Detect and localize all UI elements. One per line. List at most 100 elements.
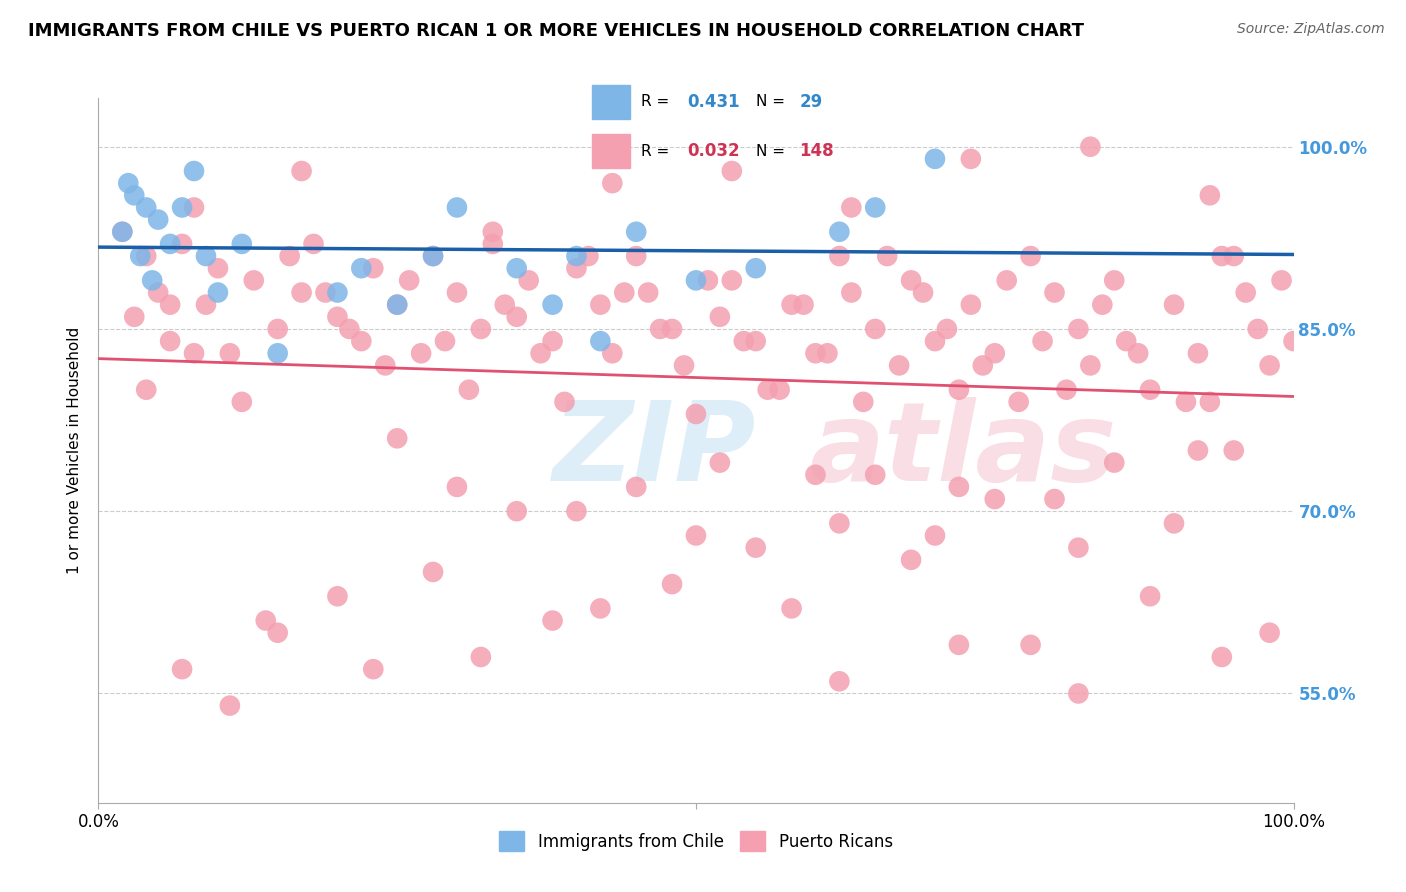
Point — [602, 176, 624, 190]
Point — [470, 650, 492, 665]
Point — [661, 577, 683, 591]
Text: atlas: atlas — [810, 397, 1116, 504]
Point — [924, 334, 946, 348]
Text: IMMIGRANTS FROM CHILE VS PUERTO RICAN 1 OR MORE VEHICLES IN HOUSEHOLD CORRELATIO: IMMIGRANTS FROM CHILE VS PUERTO RICAN 1 … — [28, 22, 1084, 40]
Point — [254, 614, 277, 628]
Point — [1199, 395, 1222, 409]
Point — [972, 359, 994, 373]
Point — [470, 322, 492, 336]
Point — [1139, 589, 1161, 603]
Point — [1104, 273, 1126, 287]
Point — [446, 285, 468, 300]
Point — [1199, 188, 1222, 202]
Point — [1258, 359, 1281, 373]
Point — [841, 201, 863, 215]
Point — [756, 383, 779, 397]
Point — [506, 504, 529, 518]
Point — [434, 334, 457, 348]
Point — [1211, 650, 1233, 665]
Point — [1091, 298, 1114, 312]
Point — [422, 249, 444, 263]
Point — [148, 285, 170, 300]
Point — [363, 662, 385, 676]
Point — [889, 359, 911, 373]
Point — [172, 201, 194, 215]
Point — [117, 176, 139, 190]
Point — [1163, 298, 1185, 312]
Point — [1043, 285, 1066, 300]
Point — [267, 322, 290, 336]
Point — [398, 273, 420, 287]
Point — [828, 516, 851, 531]
Point — [1175, 395, 1198, 409]
Point — [1223, 443, 1246, 458]
Point — [1271, 273, 1294, 287]
Point — [1067, 541, 1090, 555]
Point — [924, 528, 946, 542]
Point — [326, 285, 349, 300]
Point — [1080, 139, 1102, 153]
Point — [374, 359, 396, 373]
Point — [111, 225, 134, 239]
Text: ZIP: ZIP — [553, 397, 756, 504]
Point — [911, 285, 934, 300]
Point — [841, 285, 863, 300]
Point — [1234, 285, 1257, 300]
Point — [936, 322, 959, 336]
Bar — [592, 85, 630, 119]
Point — [231, 236, 253, 251]
Point — [219, 698, 242, 713]
Point — [948, 383, 970, 397]
Point — [709, 310, 731, 324]
Point — [1080, 359, 1102, 373]
Point — [626, 225, 648, 239]
Point — [1163, 516, 1185, 531]
Point — [385, 298, 409, 312]
Text: 148: 148 — [800, 142, 834, 161]
Point — [1211, 249, 1233, 263]
Point — [613, 285, 636, 300]
Point — [302, 236, 325, 251]
Point — [565, 504, 588, 518]
Text: 0.032: 0.032 — [688, 142, 740, 161]
Point — [721, 273, 744, 287]
Point — [602, 346, 624, 360]
Point — [661, 322, 683, 336]
Point — [865, 201, 887, 215]
Point — [231, 395, 253, 409]
Point — [350, 261, 373, 276]
Point — [1247, 322, 1270, 336]
Point — [243, 273, 266, 287]
Point — [291, 285, 314, 300]
Point — [589, 298, 612, 312]
Point — [339, 322, 361, 336]
Point — [900, 273, 922, 287]
Point — [422, 565, 444, 579]
Point — [1043, 491, 1066, 506]
Point — [960, 298, 983, 312]
Point — [159, 334, 181, 348]
Point — [291, 164, 314, 178]
Point — [326, 310, 349, 324]
Point — [541, 334, 564, 348]
Point — [530, 346, 553, 360]
Point — [865, 322, 887, 336]
Point — [984, 491, 1007, 506]
Point — [195, 298, 218, 312]
Point — [135, 201, 157, 215]
Point — [673, 359, 696, 373]
Point — [481, 225, 505, 239]
Point — [793, 298, 815, 312]
Text: R =: R = — [641, 144, 675, 159]
Point — [1115, 334, 1137, 348]
Point — [207, 285, 229, 300]
Point — [135, 249, 157, 263]
Point — [541, 614, 564, 628]
Point — [541, 298, 564, 312]
Point — [780, 298, 803, 312]
Point — [1187, 346, 1209, 360]
Point — [267, 625, 290, 640]
Point — [183, 346, 205, 360]
Point — [852, 395, 875, 409]
Legend: Immigrants from Chile, Puerto Ricans: Immigrants from Chile, Puerto Ricans — [492, 824, 900, 858]
